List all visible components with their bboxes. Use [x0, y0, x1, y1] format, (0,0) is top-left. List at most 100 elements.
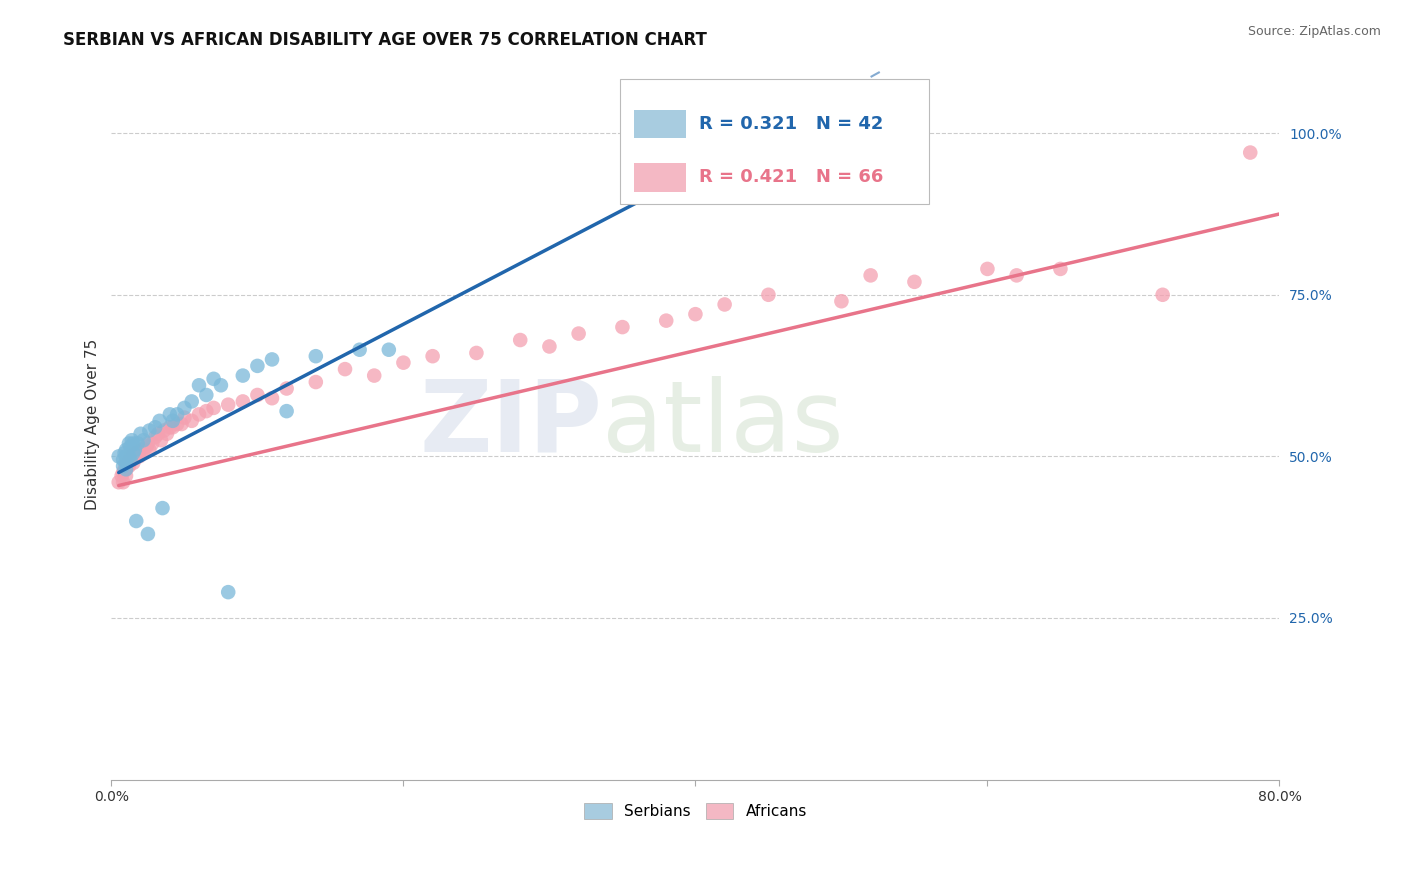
Point — [132, 442, 155, 457]
Point — [568, 326, 591, 341]
Point — [276, 382, 298, 396]
Point — [136, 527, 159, 541]
Point — [465, 346, 488, 360]
Point — [166, 408, 188, 422]
Point — [122, 436, 145, 450]
Point — [138, 442, 160, 457]
Text: R = 0.421   N = 66: R = 0.421 N = 66 — [699, 169, 883, 186]
Point — [363, 368, 385, 383]
Point — [112, 452, 135, 467]
Point — [392, 356, 415, 370]
Point — [115, 456, 138, 470]
Point — [713, 297, 735, 311]
Point — [217, 398, 239, 412]
FancyBboxPatch shape — [620, 79, 929, 203]
Point — [107, 475, 129, 490]
Point — [232, 368, 254, 383]
Point — [143, 430, 166, 444]
Point — [180, 394, 202, 409]
Point — [159, 408, 181, 422]
Point — [121, 434, 143, 448]
Point — [114, 462, 136, 476]
Point — [1005, 268, 1028, 283]
Text: Source: ZipAtlas.com: Source: ZipAtlas.com — [1247, 25, 1381, 38]
Point — [136, 436, 159, 450]
Point — [129, 426, 152, 441]
Point — [612, 320, 634, 334]
Point — [149, 414, 172, 428]
Point — [115, 462, 138, 476]
Point — [112, 459, 135, 474]
Point — [173, 410, 195, 425]
Point — [246, 359, 269, 373]
Point — [135, 440, 157, 454]
Point — [1239, 145, 1261, 160]
Point — [122, 446, 145, 460]
Point — [120, 440, 142, 454]
Point — [209, 378, 232, 392]
Point — [138, 424, 160, 438]
Point — [128, 450, 150, 464]
Point — [159, 420, 181, 434]
Point — [153, 424, 176, 438]
Text: ZIP: ZIP — [419, 376, 602, 473]
Point — [188, 378, 211, 392]
Point — [538, 339, 561, 353]
Point — [115, 456, 138, 470]
Point — [422, 349, 444, 363]
Point — [124, 446, 146, 460]
Point — [132, 434, 155, 448]
Point — [655, 313, 678, 327]
Point — [162, 414, 184, 428]
Point — [180, 414, 202, 428]
Bar — [634, 163, 686, 192]
Point — [156, 426, 179, 441]
Point — [125, 450, 148, 464]
Point — [107, 450, 129, 464]
Point — [122, 456, 145, 470]
Point — [170, 417, 193, 431]
Point — [246, 388, 269, 402]
Point — [121, 452, 143, 467]
Point — [112, 466, 135, 480]
Point — [202, 401, 225, 415]
Point — [120, 450, 142, 464]
Point — [114, 446, 136, 460]
Text: R = 0.321   N = 42: R = 0.321 N = 42 — [699, 115, 883, 133]
Text: SERBIAN VS AFRICAN DISABILITY AGE OVER 75 CORRELATION CHART: SERBIAN VS AFRICAN DISABILITY AGE OVER 7… — [63, 31, 707, 49]
Point — [122, 450, 145, 464]
Point — [115, 442, 138, 457]
Point — [903, 275, 925, 289]
Point — [127, 446, 149, 460]
Point — [115, 468, 138, 483]
Point — [115, 450, 138, 464]
Point — [685, 307, 707, 321]
Point — [349, 343, 371, 357]
Point — [166, 417, 188, 431]
Bar — [634, 110, 686, 138]
Point — [115, 462, 138, 476]
Point — [305, 349, 328, 363]
Point — [195, 404, 218, 418]
Point — [162, 420, 184, 434]
Point — [120, 452, 142, 467]
Point — [125, 514, 148, 528]
Point — [830, 294, 852, 309]
Point — [758, 287, 780, 301]
Point — [118, 456, 141, 470]
Point — [141, 436, 163, 450]
Text: atlas: atlas — [602, 376, 844, 473]
Point — [333, 362, 356, 376]
Point — [129, 442, 152, 457]
Point — [378, 343, 401, 357]
Point — [150, 434, 173, 448]
Point — [217, 585, 239, 599]
Point — [1152, 287, 1174, 301]
Point — [111, 468, 134, 483]
Point — [859, 268, 882, 283]
Point — [202, 372, 225, 386]
Point — [195, 388, 218, 402]
Point — [1049, 261, 1071, 276]
Point — [118, 450, 141, 464]
Y-axis label: Disability Age Over 75: Disability Age Over 75 — [86, 338, 100, 509]
